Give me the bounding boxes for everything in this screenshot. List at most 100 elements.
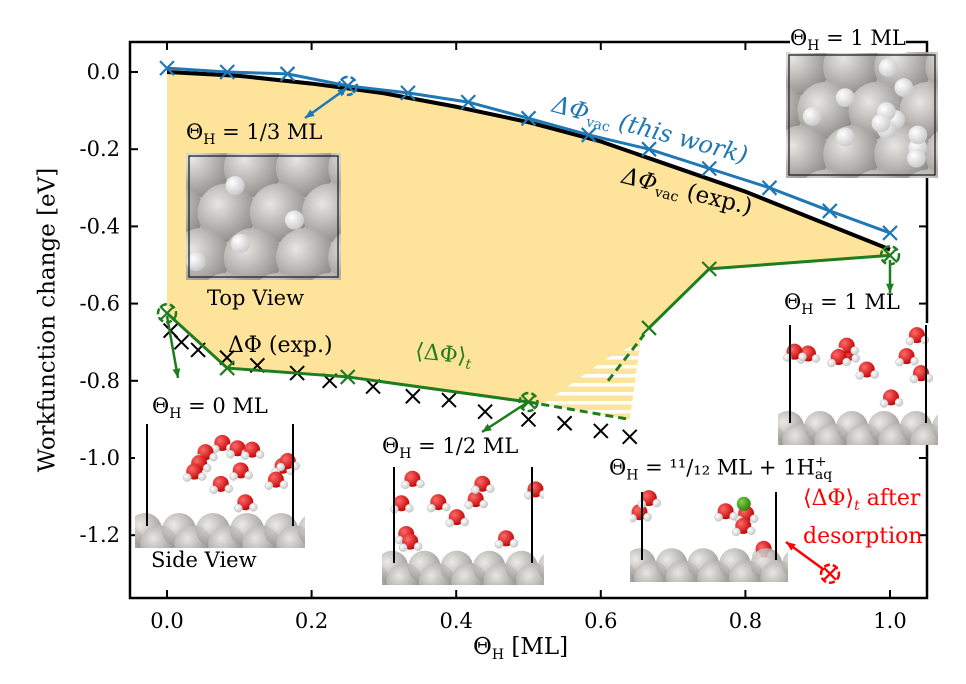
h-atom (494, 540, 504, 549)
cl-atom (736, 496, 751, 511)
h-atom (229, 472, 238, 481)
label-solv-main: ⟨ΔΦ⟩ (414, 339, 468, 370)
solv-point (520, 394, 537, 410)
solv-point (641, 320, 657, 336)
h-atom (471, 485, 480, 494)
pt-atom (786, 84, 804, 137)
h-atom (226, 449, 235, 459)
solv-point (701, 261, 718, 277)
rest: = 0 ML (181, 394, 268, 418)
sym: Θ (609, 455, 627, 480)
h-atom (811, 354, 821, 363)
h-atom (850, 346, 859, 355)
vac-exp-line (166, 70, 891, 252)
h-atom (907, 148, 926, 168)
h-atom (186, 251, 206, 272)
x-tick-label: 1.0 (873, 609, 906, 633)
solv-circled-point (518, 391, 539, 413)
h-atom (401, 480, 410, 490)
h-atom (249, 502, 258, 512)
h-atom (827, 358, 836, 368)
h-atom (486, 484, 495, 493)
rest: = ¹¹/₁₂ ML + 1H (638, 455, 815, 480)
vac-calc-point (761, 180, 778, 196)
h-atom (894, 78, 914, 98)
exp-point (405, 388, 421, 404)
pt-atom (782, 551, 788, 577)
h-atom (209, 485, 219, 495)
cell-outline (188, 155, 339, 278)
h-atom (878, 58, 898, 78)
sym: Θ (152, 394, 170, 418)
hatched-region (542, 342, 641, 420)
inset-side-zero (135, 422, 305, 548)
inset-eleven-title: ΘH = ¹¹/₁₂ ML + 1H + aq (609, 455, 832, 484)
desorb-point (823, 567, 837, 581)
pt-atom (298, 516, 305, 544)
pt-atom (581, 563, 617, 599)
x-tick-label: 0.6 (584, 609, 617, 633)
h-atom (427, 503, 436, 513)
label-desorb-sub: t (854, 498, 860, 514)
sym: Θ (784, 290, 802, 314)
h-atom (714, 512, 723, 522)
h-atom (920, 335, 930, 345)
h-atom (279, 480, 289, 489)
h-atom (871, 113, 891, 133)
y-tick-label: -0.2 (80, 137, 121, 161)
h-atom (746, 526, 756, 536)
pt-atom (301, 183, 341, 242)
arrow-zero (165, 315, 180, 379)
pt-atom (516, 563, 544, 585)
vac-calc-point (641, 141, 657, 157)
solv-line (165, 312, 529, 404)
pt-atom (845, 548, 877, 580)
sub: H (807, 38, 820, 54)
arrow-half-head (482, 423, 492, 432)
inset-one-side-title: ΘH = 1 ML (784, 290, 900, 318)
h-atom (224, 484, 234, 494)
inset-half-title: ΘH = 1/2 ML (382, 436, 518, 462)
inset-third-caption: Top View (207, 286, 305, 310)
inset-third-title: ΘH = 1/3 ML (186, 122, 322, 148)
h-atom (539, 490, 544, 499)
vac-calc-point (821, 203, 838, 219)
solv-point (159, 305, 175, 322)
h-atom (643, 512, 652, 522)
exp-point (556, 415, 573, 431)
pt-atom (805, 169, 847, 178)
vac-calc-circled-point (337, 75, 358, 97)
pt-atom (760, 560, 788, 582)
vac-calc-point (701, 160, 718, 177)
h-atom (894, 398, 904, 407)
pt-atom (197, 183, 257, 242)
pt-atom (570, 551, 602, 583)
exp-point (622, 429, 638, 445)
h-atom (442, 502, 451, 512)
x-label-symbol: Θ (473, 634, 492, 660)
h-atom (851, 354, 860, 363)
arrow-third-head (305, 109, 315, 118)
h-atom (731, 527, 741, 537)
h-atom (197, 472, 207, 481)
h-atom (460, 517, 469, 527)
h-atom (802, 107, 822, 126)
solv-point (339, 369, 356, 385)
exp-point (441, 392, 457, 408)
pt-atom (899, 81, 938, 140)
sub: H (626, 467, 639, 484)
inset-top-third (186, 153, 341, 280)
arrow-one-head (886, 283, 894, 293)
h-atom (202, 463, 212, 473)
y-tick-label: -0.8 (80, 369, 121, 393)
h-atom (749, 514, 759, 523)
h-atom (909, 374, 919, 384)
h-atom (464, 500, 473, 510)
y-tick-label: 0.0 (87, 60, 120, 84)
solv-point (219, 360, 236, 376)
inset-side-half (382, 465, 617, 599)
h-atom (264, 481, 274, 490)
h-atom (405, 504, 414, 513)
